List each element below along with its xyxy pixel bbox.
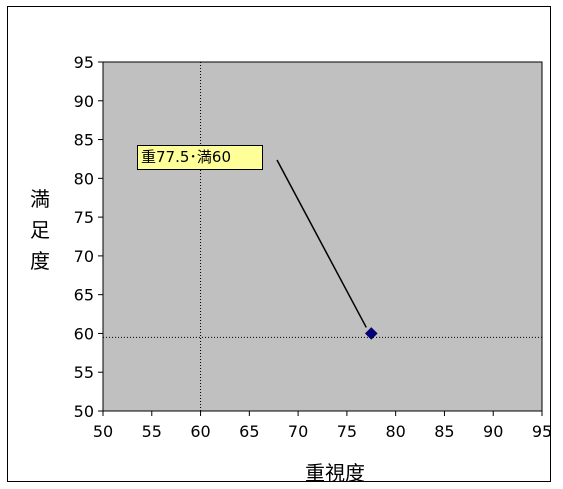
- annotation-leader-line: [276, 159, 367, 328]
- x-tick-label: 50: [93, 422, 113, 441]
- y-axis-title-char: 満: [30, 187, 50, 211]
- y-axis-title: 満足度: [30, 187, 50, 273]
- x-axis-title: 重視度: [305, 461, 365, 485]
- data-point-marker: [364, 327, 378, 340]
- y-axis-ticks: 50 55 60 65 70 75 80 85 90 95: [74, 53, 103, 421]
- x-tick-label: 60: [190, 422, 210, 441]
- y-axis-title-char: 足: [30, 218, 50, 242]
- x-tick-label: 90: [483, 422, 503, 441]
- y-tick-label: 75: [74, 208, 94, 227]
- x-tick-label: 75: [337, 422, 357, 441]
- y-axis-title-char: 度: [30, 249, 50, 273]
- y-tick-label: 65: [74, 286, 94, 305]
- x-tick-label: 70: [288, 422, 308, 441]
- x-tick-label: 55: [142, 422, 162, 441]
- x-tick-label: 80: [385, 422, 405, 441]
- plot-area: [102, 61, 543, 412]
- annotation-leaders: [276, 159, 367, 328]
- y-tick-label: 50: [74, 402, 94, 421]
- y-tick-label: 85: [74, 131, 94, 150]
- reference-lines: [103, 62, 542, 411]
- y-tick-label: 60: [74, 324, 94, 343]
- y-tick-label: 95: [74, 53, 94, 72]
- data-points: [364, 327, 378, 340]
- y-tick-label: 55: [74, 363, 94, 382]
- y-tick-label: 90: [74, 92, 94, 111]
- x-tick-label: 85: [434, 422, 454, 441]
- y-tick-label: 70: [74, 247, 94, 266]
- x-tick-label: 65: [239, 422, 259, 441]
- data-annotation-label: 重77.5･満60: [137, 145, 263, 170]
- y-tick-label: 80: [74, 169, 94, 188]
- x-tick-label: 95: [532, 422, 552, 441]
- x-axis-ticks: 50 55 60 65 70 75 80 85 90 95: [93, 411, 552, 441]
